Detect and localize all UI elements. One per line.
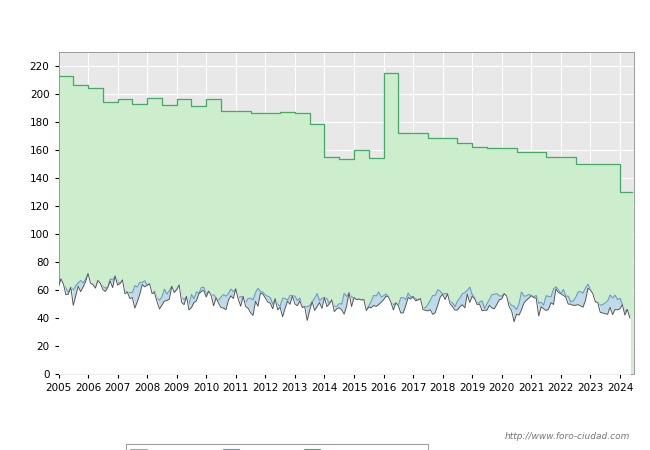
Text: Hoyocasero - Evolucion de la poblacion en edad de Trabajar Mayo de 2024: Hoyocasero - Evolucion de la poblacion e… — [91, 17, 559, 30]
Legend: Ocupados, Parados, Hab. entre 16-64: Ocupados, Parados, Hab. entre 16-64 — [126, 444, 428, 450]
Text: http://www.foro-ciudad.com: http://www.foro-ciudad.com — [505, 432, 630, 441]
